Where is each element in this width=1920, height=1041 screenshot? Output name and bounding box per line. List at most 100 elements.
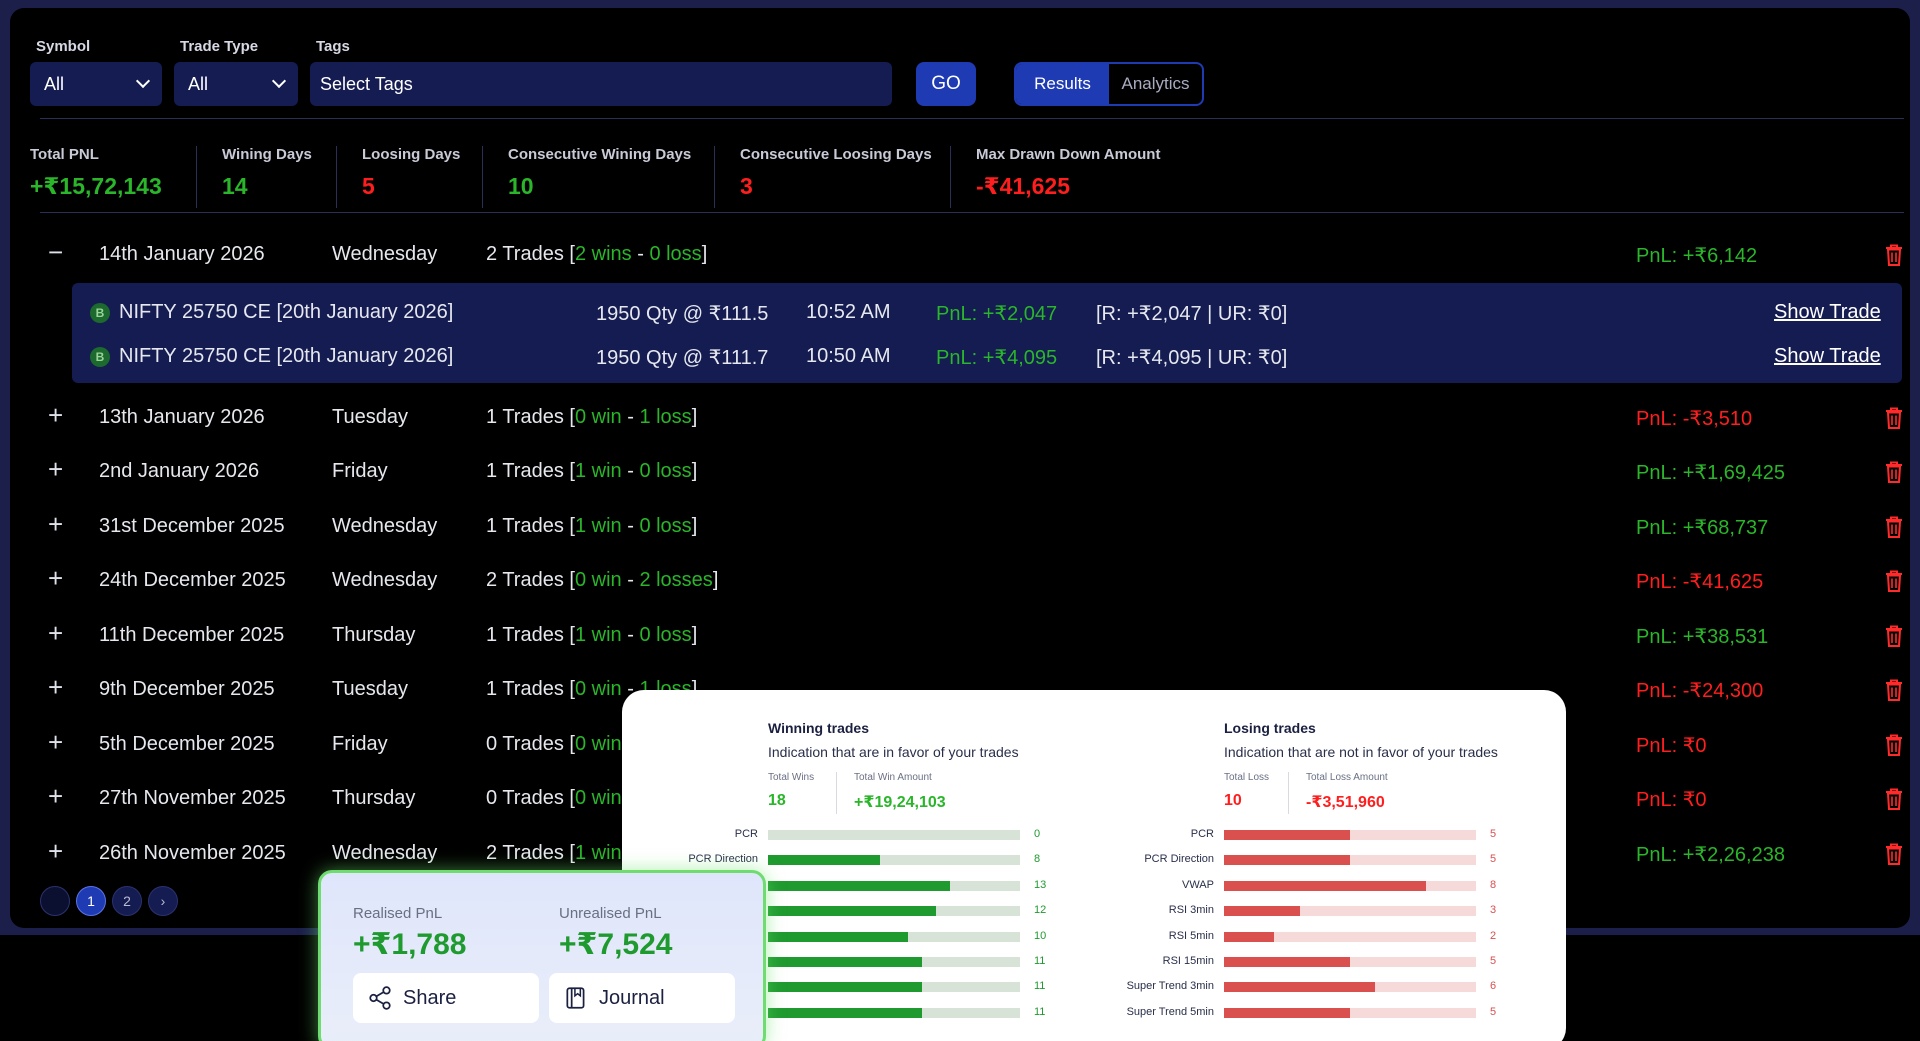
bar-value: 2 xyxy=(1490,929,1497,942)
bracket: ] xyxy=(691,406,698,428)
bar-track xyxy=(1224,1007,1476,1018)
total-loss-label: Total Loss xyxy=(1224,772,1270,783)
delete-icon[interactable] xyxy=(1884,406,1904,430)
day-wins: 1 win xyxy=(574,624,622,646)
day-summary: 1 Trades [1 win - 0 loss] xyxy=(486,624,697,647)
day-row[interactable]: +31st December 2025 Wednesday 1 Trades [1 … xyxy=(40,507,1904,547)
separator: - xyxy=(621,515,640,537)
bar-value: 5 xyxy=(1490,1005,1497,1018)
collapse-icon[interactable]: − xyxy=(48,237,64,267)
delete-icon[interactable] xyxy=(1884,460,1904,484)
bracket: ] xyxy=(691,678,698,700)
tags-input[interactable]: Select Tags xyxy=(310,62,892,106)
day-summary: 2 Trades [2 wins - 0 loss] xyxy=(486,243,707,266)
stat-value: +₹15,72,143 xyxy=(30,173,162,199)
divider xyxy=(836,772,837,814)
share-icon xyxy=(369,986,391,1010)
day-row[interactable]: +11th December 2025 Thursday 1 Trades [1 w… xyxy=(40,616,1904,656)
page-2[interactable]: 2 xyxy=(112,886,142,916)
delete-icon[interactable] xyxy=(1884,515,1904,539)
expand-icon[interactable]: + xyxy=(48,672,64,702)
separator: - xyxy=(631,243,650,265)
day-weekday: Wednesday xyxy=(332,842,438,864)
bracket: [ xyxy=(569,733,575,755)
delete-icon[interactable] xyxy=(1884,243,1904,267)
day-losses: 0 loss xyxy=(649,243,702,265)
chevron-down-icon xyxy=(271,73,287,89)
day-weekday: Wednesday xyxy=(332,243,438,265)
delete-icon[interactable] xyxy=(1884,842,1904,866)
day-pnl: PnL: ₹0 xyxy=(1636,789,1707,811)
bar-value: 5 xyxy=(1490,955,1497,967)
separator: - xyxy=(621,569,640,591)
share-button[interactable]: Share xyxy=(353,973,539,1023)
go-button[interactable]: GO xyxy=(916,62,976,106)
day-trade-count: 1 Trades xyxy=(486,406,564,428)
day-date: 13th January 2026 xyxy=(99,406,265,428)
bar-value: 10 xyxy=(1034,929,1047,942)
day-date: 11th December 2025 xyxy=(99,624,285,646)
separator: - xyxy=(621,460,640,482)
tab-analytics[interactable]: Analytics xyxy=(1121,74,1190,93)
total-loss-amount-label: Total Loss Amount xyxy=(1306,772,1388,783)
delete-icon[interactable] xyxy=(1884,787,1904,811)
day-row[interactable]: +2nd January 2026 Friday 1 Trades [1 win -… xyxy=(40,452,1904,492)
symbol-value: All xyxy=(44,73,65,94)
stat-label: Consecutive Wining Days xyxy=(508,146,692,163)
expand-icon[interactable]: + xyxy=(48,563,64,593)
bar-track xyxy=(1224,880,1476,891)
bracket: ] xyxy=(701,243,708,265)
delete-icon[interactable] xyxy=(1884,733,1904,757)
bar-fill xyxy=(1224,880,1426,891)
expand-icon[interactable]: + xyxy=(48,400,64,430)
day-wins: 0 win xyxy=(574,569,622,591)
tab-results[interactable]: Results xyxy=(1016,64,1109,104)
stat-consecutive-wining: Consecutive Wining Days 10 xyxy=(508,146,691,200)
page-1[interactable]: 1 xyxy=(76,886,106,916)
day-row[interactable]: +13th January 2026 Tuesday 1 Trades [0 win… xyxy=(40,398,1904,438)
journal-button[interactable]: Journal xyxy=(549,973,735,1023)
bar-fill xyxy=(768,982,922,993)
day-pnl: PnL: +₹2,26,238 xyxy=(1636,844,1785,866)
day-row[interactable]: +26th November 2025 Wednesday 2 Trades [1 … xyxy=(40,834,1904,874)
expand-icon[interactable]: + xyxy=(48,836,64,866)
stat-consecutive-loosing: Consecutive Loosing Days 3 xyxy=(740,146,932,200)
day-row[interactable]: − 14th January 2026 Wednesday 2 Trades [2 w… xyxy=(40,235,1904,275)
expand-icon[interactable]: + xyxy=(48,781,64,811)
show-trade-link[interactable]: Show Trade xyxy=(1774,301,1881,323)
bar-track xyxy=(768,880,1020,891)
show-trade-link[interactable]: Show Trade xyxy=(1774,345,1881,367)
bar-value: 12 xyxy=(1034,904,1047,917)
day-trade-count: 2 Trades xyxy=(486,243,564,265)
day-row[interactable]: +9th December 2025 Tuesday 1 Trades [0 win… xyxy=(40,670,1904,710)
bar-label: PCR Direction xyxy=(1144,853,1214,866)
delete-icon[interactable] xyxy=(1884,569,1904,593)
bar-label: PCR Direction xyxy=(688,853,758,866)
trade-type-select[interactable]: All xyxy=(174,62,298,106)
stat-value: 3 xyxy=(740,173,753,199)
symbol-select[interactable]: All xyxy=(30,62,162,106)
day-row[interactable]: +27th November 2025 Thursday 0 Trades [0 w… xyxy=(40,779,1904,819)
day-trade-count: 1 Trades xyxy=(486,460,564,482)
bar-fill xyxy=(768,1007,922,1018)
expand-icon[interactable]: + xyxy=(48,454,64,484)
expand-icon[interactable]: + xyxy=(48,509,64,539)
stat-label: Max Drawn Down Amount xyxy=(976,146,1161,163)
pagination: 1 2 › xyxy=(40,886,178,916)
delete-icon[interactable] xyxy=(1884,678,1904,702)
expand-icon[interactable]: + xyxy=(48,727,64,757)
day-date: 5th December 2025 xyxy=(99,733,275,755)
expand-icon[interactable]: + xyxy=(48,618,64,648)
day-row[interactable]: +24th December 2025 Wednesday 2 Trades [0 … xyxy=(40,561,1904,601)
unrealised-pnl-label: Unrealised PnL xyxy=(559,905,662,922)
chevron-down-icon xyxy=(135,73,151,89)
bar-label: Super Trend 3min xyxy=(1126,980,1214,993)
next-page-button[interactable]: › xyxy=(148,886,178,916)
trade-row: B NIFTY 25750 CE [20th January 2026] 195… xyxy=(72,337,1902,377)
bar-fill xyxy=(1224,906,1300,917)
page-first[interactable] xyxy=(40,886,70,916)
delete-icon[interactable] xyxy=(1884,624,1904,648)
day-row[interactable]: +5th December 2025 Friday 0 Trades [0 win P… xyxy=(40,725,1904,765)
trade-instrument: NIFTY 25750 CE [20th January 2026] xyxy=(119,301,454,323)
bar-track xyxy=(1224,855,1476,866)
